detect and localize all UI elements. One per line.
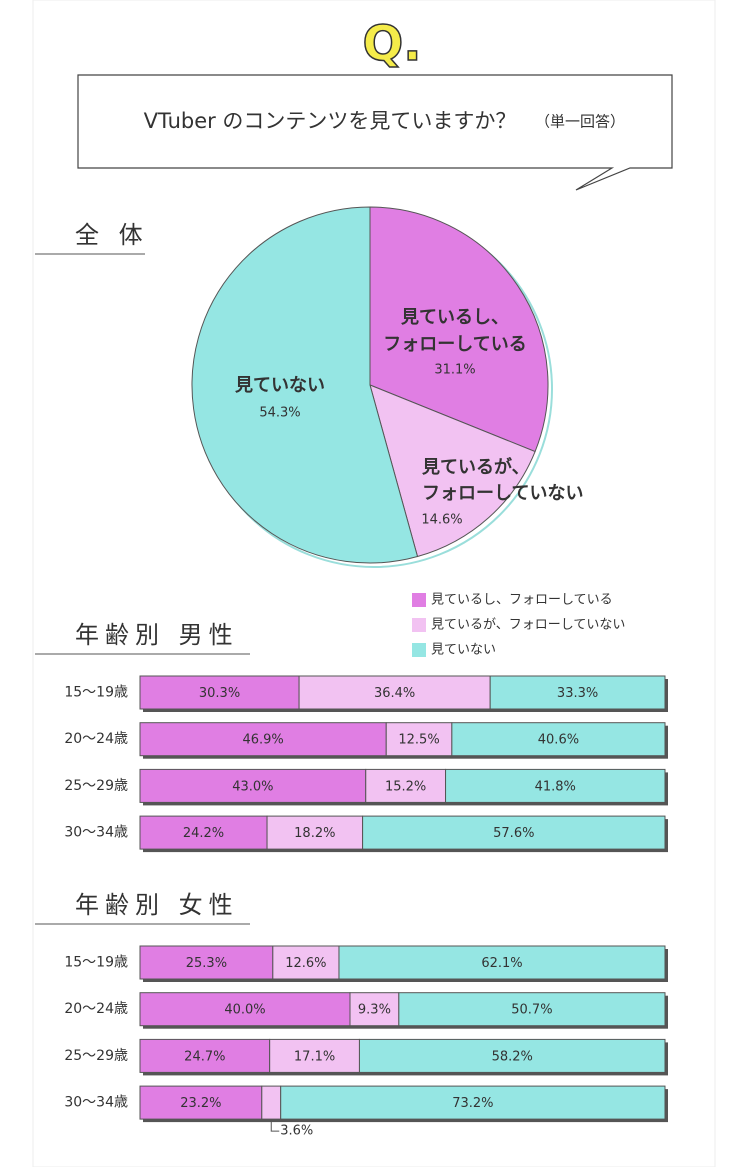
section-heading: 年齢別 女性 bbox=[75, 891, 239, 919]
category-label: 25〜29歳 bbox=[64, 1048, 128, 1064]
question-box bbox=[77, 74, 673, 191]
bar-segment bbox=[451, 722, 666, 757]
leader-line bbox=[270, 1119, 280, 1132]
bar-segment bbox=[139, 1085, 263, 1120]
category-label: 15〜19歳 bbox=[64, 955, 128, 971]
bar-segment bbox=[139, 768, 367, 803]
value-label: 3.6% bbox=[280, 1124, 313, 1139]
question-note: （単一回答） bbox=[535, 113, 625, 131]
section-heading: 年齢別 男性 bbox=[75, 621, 239, 649]
value-label: 24.7% bbox=[184, 1049, 225, 1064]
pie-label: 見ているし、 bbox=[400, 307, 509, 328]
pie-value-label: 31.1% bbox=[434, 363, 475, 378]
bar-segment bbox=[139, 945, 274, 980]
legend-label: 見ているが、フォローしていない bbox=[431, 618, 625, 633]
pie-value-label: 54.3% bbox=[259, 406, 300, 421]
bar-segment bbox=[398, 992, 666, 1027]
legend-label: 見ていない bbox=[431, 643, 496, 658]
value-label: 41.8% bbox=[535, 779, 576, 794]
value-label: 73.2% bbox=[452, 1096, 493, 1111]
bar-segment bbox=[266, 815, 364, 850]
value-label: 62.1% bbox=[481, 956, 522, 971]
value-label: 23.2% bbox=[180, 1096, 221, 1111]
pie-value-label: 14.6% bbox=[421, 513, 462, 528]
value-label: 17.1% bbox=[294, 1049, 335, 1064]
bar-segment bbox=[272, 945, 340, 980]
value-label: 9.3% bbox=[358, 1003, 391, 1018]
pie-label: フォローしている bbox=[383, 334, 526, 355]
pie-slice bbox=[191, 206, 419, 564]
bar-segment bbox=[139, 675, 300, 710]
legend-swatch bbox=[412, 618, 426, 632]
bar-segment bbox=[280, 1085, 666, 1120]
bar-segment bbox=[338, 945, 666, 980]
pie-label: 見ているが、 bbox=[421, 456, 530, 478]
bar-segment bbox=[139, 722, 387, 757]
pie-slice bbox=[369, 384, 536, 558]
legend-swatch bbox=[412, 593, 426, 607]
pie-label: フォローしていない bbox=[422, 483, 583, 504]
bar-segment bbox=[445, 768, 666, 803]
value-label: 40.0% bbox=[224, 1003, 265, 1018]
bar-segment bbox=[298, 675, 491, 710]
value-label: 25.3% bbox=[186, 956, 227, 971]
category-label: 15〜19歳 bbox=[64, 685, 128, 701]
bar-segment bbox=[489, 675, 666, 710]
pie-label: 見ていない bbox=[234, 375, 325, 396]
legend-label: 見ているし、フォローしている bbox=[431, 593, 613, 608]
value-label: 46.9% bbox=[242, 733, 283, 748]
value-label: 57.6% bbox=[493, 826, 534, 841]
value-label: 24.2% bbox=[183, 826, 224, 841]
bar-segment bbox=[139, 815, 268, 850]
value-label: 33.3% bbox=[557, 686, 598, 701]
value-label: 36.4% bbox=[374, 686, 415, 701]
value-label: 30.3% bbox=[199, 686, 240, 701]
value-label: 12.6% bbox=[285, 956, 326, 971]
bar-segment bbox=[358, 1038, 666, 1073]
question-title: VTuber のコンテンツを見ていますか？ bbox=[144, 109, 517, 133]
bar-segment bbox=[261, 1085, 282, 1120]
category-label: 25〜29歳 bbox=[64, 778, 128, 794]
pie-slice bbox=[369, 206, 549, 453]
value-label: 15.2% bbox=[385, 779, 426, 794]
q-badge: Q. bbox=[362, 16, 421, 72]
value-label: 43.0% bbox=[232, 779, 273, 794]
bar-segment bbox=[362, 815, 666, 850]
legend-swatch bbox=[412, 643, 426, 657]
category-label: 30〜34歳 bbox=[64, 825, 128, 841]
bar-segment bbox=[139, 1038, 271, 1073]
section-heading: 全 体 bbox=[75, 221, 149, 249]
category-label: 20〜24歳 bbox=[64, 731, 128, 747]
bar-segment bbox=[269, 1038, 360, 1073]
value-label: 40.6% bbox=[538, 733, 579, 748]
value-label: 50.7% bbox=[511, 1003, 552, 1018]
category-label: 30〜34歳 bbox=[64, 1095, 128, 1111]
value-label: 58.2% bbox=[492, 1049, 533, 1064]
bar-segment bbox=[365, 768, 447, 803]
category-label: 20〜24歳 bbox=[64, 1001, 128, 1017]
bar-segment bbox=[385, 722, 453, 757]
value-label: 18.2% bbox=[294, 826, 335, 841]
value-label: 12.5% bbox=[398, 733, 439, 748]
